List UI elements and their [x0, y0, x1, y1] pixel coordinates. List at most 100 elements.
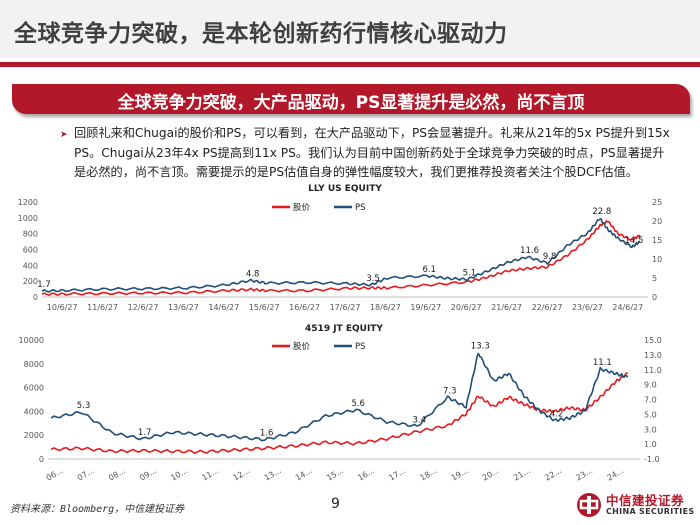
y-right-tick-label: 15: [652, 236, 662, 245]
bullet-paragraph: ➤ 回顾礼来和Chugai的股价和PS，可以看到，在大产品驱动下，PS会显著提升…: [60, 124, 674, 183]
y-right-tick-label: 3.0: [644, 425, 657, 434]
y-right-tick-label: -1.0: [644, 455, 660, 464]
y-right-tick-label: 0: [652, 293, 657, 302]
y-right-tick-label: 11.0: [644, 366, 662, 375]
x-tick-label: 10...: [169, 466, 189, 483]
y-right-tick-label: 5.0: [644, 410, 657, 419]
legend-label: 股价: [293, 203, 311, 213]
data-label: 11.1: [593, 358, 612, 368]
x-tick-label: 12/6/27: [128, 303, 159, 312]
y-left-tick-label: 0: [39, 455, 44, 464]
x-tick-label: 24...: [605, 466, 625, 483]
y-left-tick-label: 1000: [18, 214, 38, 223]
x-tick-label: 19/6/27: [410, 303, 441, 312]
data-label: 3.4: [412, 415, 426, 425]
x-tick-label: 21...: [512, 466, 532, 483]
y-left-tick-label: 8000: [24, 360, 44, 369]
y-left-tick-label: 10000: [19, 336, 44, 345]
y-right-tick-label: 15.0: [644, 336, 662, 345]
bullet-arrow-icon: ➤: [60, 130, 68, 140]
data-label: 13.3: [471, 342, 490, 352]
data-label: 22.8: [592, 207, 611, 217]
data-label: 5.6: [351, 399, 365, 409]
logo-mark-icon: [577, 493, 601, 517]
logo-english: CHINA SECURITIES: [606, 507, 695, 516]
y-left-tick-label: 800: [23, 230, 38, 239]
page-title: 全球竞争力突破，是本轮创新药行情核心驱动力: [14, 21, 508, 47]
data-label: 1.7: [138, 428, 152, 438]
x-tick-label: 11/6/27: [87, 303, 118, 312]
y-right-tick-label: 7.0: [644, 396, 657, 405]
x-tick-label: 23...: [574, 466, 594, 483]
y-left-tick-label: 200: [23, 277, 38, 286]
y-right-tick-label: 9.0: [644, 381, 657, 390]
y-left-tick-label: 6000: [24, 384, 44, 393]
data-label: 1.6: [260, 429, 274, 439]
x-tick-label: 08...: [107, 466, 127, 483]
logo-chinese: 中信建投证券: [606, 493, 685, 508]
headline-banner: 全球竞争力突破，大产品驱动，PS显著提升是必然，尚不言顶: [12, 84, 690, 114]
y-left-tick-label: 4000: [24, 407, 44, 416]
data-label: 14.5: [624, 236, 643, 246]
x-tick-label: 20...: [481, 466, 501, 483]
data-label: 7.3: [443, 386, 457, 396]
x-tick-label: 06...: [45, 466, 65, 483]
x-tick-label: 07...: [76, 466, 96, 483]
x-tick-label: 18/6/27: [370, 303, 401, 312]
series-line-ps: [41, 217, 641, 293]
x-tick-label: 11...: [200, 466, 220, 483]
x-tick-label: 21/6/27: [491, 303, 522, 312]
series-line-ps: [50, 352, 629, 442]
x-tick-label: 24/6/27: [612, 303, 643, 312]
banner-text: 全球竞争力突破，大产品驱动，PS显著提升是必然，尚不言顶: [117, 93, 585, 113]
x-tick-label: 20/6/27: [451, 303, 482, 312]
chart-chugai-svg: 4519 JT EQUITY 0 2000 4000 6000 8000 10000 -1.0…: [19, 324, 662, 483]
x-tick-label: 23/6/27: [572, 303, 603, 312]
x-tick-label: 09...: [138, 466, 158, 483]
legend-label: PS: [355, 342, 366, 352]
y-left-tick-label: 600: [23, 246, 38, 255]
chart-chugai: 4519 JT EQUITY 0 2000 4000 6000 8000 10000 -1.0…: [0, 322, 700, 492]
data-label: 6.1: [423, 265, 437, 275]
data-label: 3.5: [366, 274, 380, 284]
legend-label: 股价: [293, 342, 311, 352]
chart-lly-svg: LLY US EQUITY 0 200 400 600 800 1000 1200 0 5 10 15…: [18, 184, 663, 312]
title-bar: [0, 0, 700, 58]
company-logo: 中信建投证券 CHINA SECURITIES: [576, 490, 696, 522]
banner-background: [12, 84, 690, 114]
series-line-price: [50, 372, 628, 454]
x-tick-label: 12...: [232, 466, 252, 483]
chart-title: LLY US EQUITY: [308, 184, 382, 194]
x-tick-label: 10/6/27: [47, 303, 78, 312]
x-tick-label: 16/6/27: [289, 303, 320, 312]
y-right-tick-label: 13.0: [644, 351, 662, 360]
data-label: 11.6: [520, 246, 539, 256]
source-note: 资料来源：Bloomberg，中信建投证券: [10, 504, 185, 515]
x-tick-label: 17...: [387, 466, 407, 483]
x-tick-label: 18...: [419, 466, 439, 483]
y-left-tick-label: 0: [33, 293, 38, 302]
x-tick-label: 13/6/27: [168, 303, 199, 312]
y-right-tick-label: 5: [652, 274, 657, 283]
page-number: 9: [331, 496, 340, 512]
data-label: 4.2: [550, 409, 564, 419]
y-right-tick-label: 25: [652, 198, 662, 207]
x-tick-label: 22/6/27: [532, 303, 563, 312]
series-line-price: [41, 219, 641, 296]
bullet-text: 回顾礼来和Chugai的股价和PS，可以看到，在大产品驱动下，PS会显著提升。礼…: [74, 126, 670, 179]
chart-title: 4519 JT EQUITY: [305, 324, 383, 334]
y-right-tick-label: 20: [652, 217, 662, 226]
x-tick-label: 15...: [325, 466, 345, 483]
data-label: 1.7: [37, 280, 51, 290]
data-label: 5.1: [463, 268, 477, 278]
x-tick-label: 17/6/27: [330, 303, 361, 312]
x-tick-label: 15/6/27: [249, 303, 280, 312]
x-tick-label: 13...: [263, 466, 283, 483]
chart-lly: LLY US EQUITY 0 200 400 600 800 1000 1200 0 5 10 15…: [0, 182, 700, 317]
x-tick-label: 14...: [294, 466, 314, 483]
data-label: 4.8: [246, 269, 260, 279]
legend-label: PS: [355, 203, 366, 213]
y-left-tick-label: 1200: [18, 198, 38, 207]
title-divider: [0, 62, 700, 67]
x-tick-label: 19...: [450, 466, 470, 483]
